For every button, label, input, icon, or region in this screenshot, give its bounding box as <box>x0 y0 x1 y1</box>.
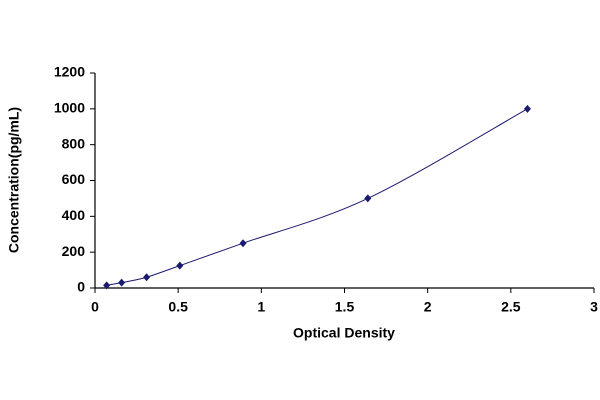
x-tick-label: 0.5 <box>168 299 188 315</box>
data-point <box>523 104 531 113</box>
x-axis-title: Optical Density <box>293 325 395 341</box>
x-tick-label: 0 <box>91 299 99 315</box>
data-point <box>239 239 247 248</box>
x-tick-label: 3 <box>590 299 598 315</box>
y-axis-title: Concentration(pg/mL) <box>6 107 22 253</box>
x-tick-label: 2.5 <box>501 299 521 315</box>
y-tick-label: 1000 <box>54 100 85 116</box>
x-tick-label: 1.5 <box>335 299 355 315</box>
data-point <box>118 278 126 287</box>
y-tick-label: 200 <box>62 243 86 259</box>
curve <box>106 108 528 286</box>
y-tick-label: 400 <box>62 207 86 223</box>
data-point <box>364 194 372 203</box>
y-tick-label: 0 <box>77 279 85 295</box>
y-tick-label: 1200 <box>54 64 85 80</box>
data-point <box>143 273 151 282</box>
data-point <box>176 261 184 270</box>
y-tick-label: 800 <box>62 135 86 151</box>
x-tick-label: 1 <box>257 299 265 315</box>
y-tick-label: 600 <box>62 171 86 187</box>
x-tick-label: 2 <box>424 299 432 315</box>
data-point <box>103 281 111 290</box>
